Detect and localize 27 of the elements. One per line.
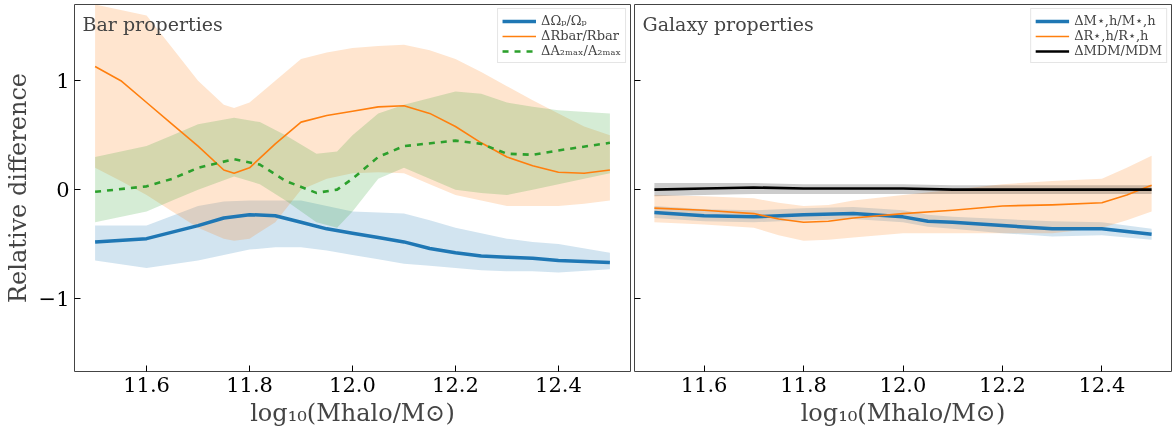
legend-label: ΔΩₚ/Ωₚ	[541, 13, 587, 28]
y-axis-title: Relative difference	[3, 72, 32, 304]
y-tick-label: −1	[38, 287, 70, 312]
legend-label: ΔM⋆,h/M⋆,h	[1074, 13, 1156, 28]
line-series	[93, 139, 612, 195]
text: Galaxy properties	[642, 12, 814, 35]
line-series	[94, 65, 611, 175]
x-tick-label: 12.0	[329, 372, 376, 397]
x-tick-label: 12.2	[979, 372, 1026, 397]
x-tick-label: 11.8	[780, 372, 827, 397]
legend-label: ΔRbar/Rbar	[541, 28, 619, 43]
x-tick-label: 11.8	[226, 372, 273, 397]
line-series	[93, 212, 612, 265]
y-tick-label: 0	[56, 178, 70, 203]
y-tick-label: 1	[56, 69, 70, 94]
x-tick-label: 12.4	[1078, 372, 1126, 397]
legend-label: ΔR⋆,h/R⋆,h	[1074, 28, 1149, 43]
x-tick-label: 12.4	[535, 372, 582, 397]
legend-label: ΔA₂ₘₐₓ/A₂ₘₐₓ	[541, 43, 621, 58]
x-tick-label: 12.2	[432, 372, 479, 397]
x-tick-label: 11.6	[123, 372, 170, 397]
x-tick-label: 12.0	[879, 372, 927, 397]
x-axis-title: log₁₀(Mhalo/M⊙)	[250, 398, 455, 427]
legend-label: ΔMDM/MDM	[1074, 43, 1162, 58]
text: Bar properties	[82, 12, 223, 35]
x-axis-title: log₁₀(Mhalo/M⊙)	[800, 398, 1006, 427]
x-tick-label: 11.6	[680, 372, 728, 397]
